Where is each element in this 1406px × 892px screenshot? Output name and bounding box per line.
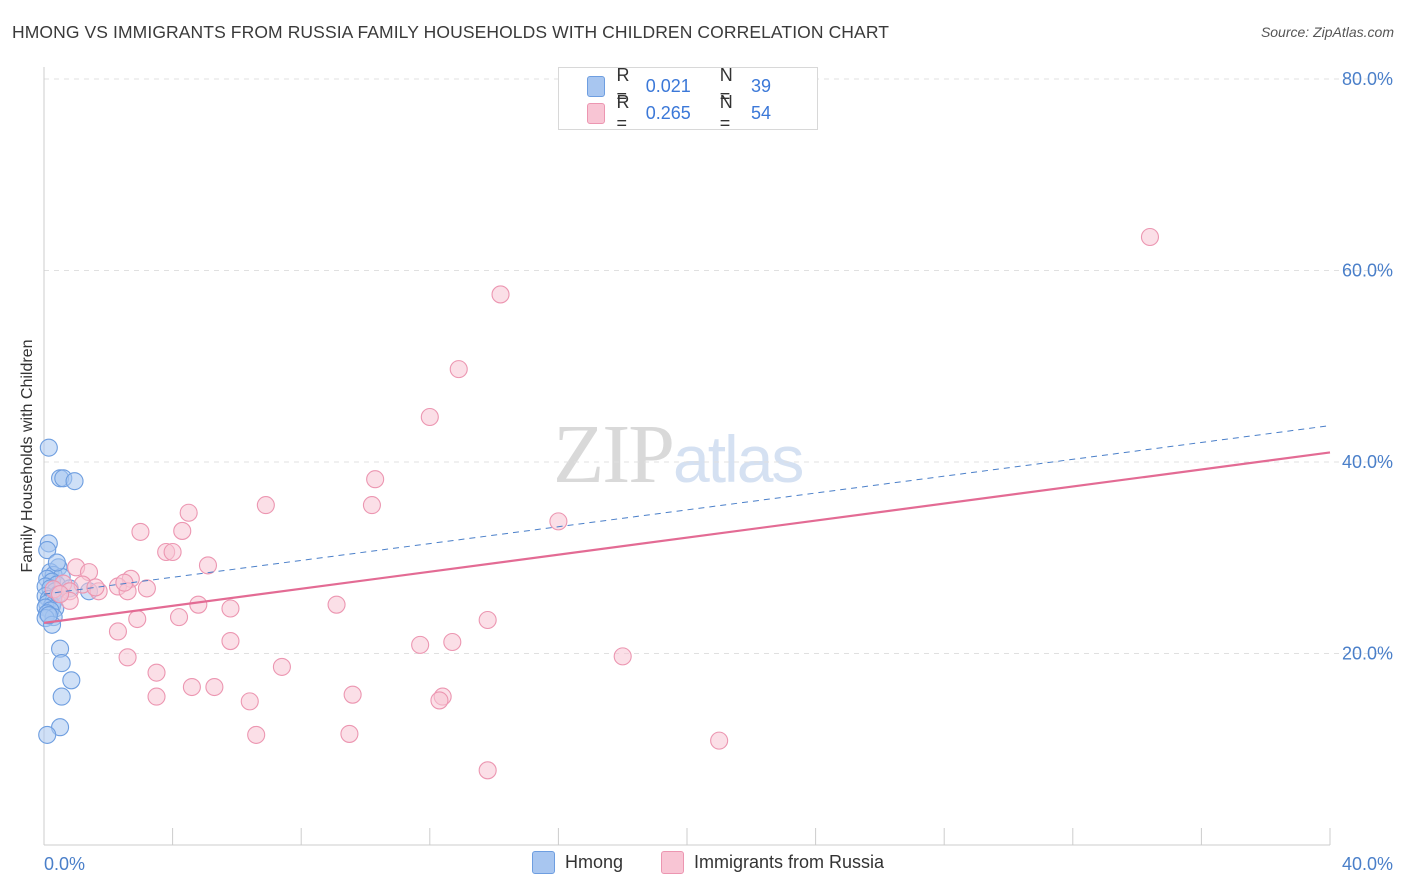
- y-tick-label: 80.0%: [1342, 69, 1393, 89]
- series-label-hmong: Hmong: [565, 852, 624, 872]
- y-tick-label: 20.0%: [1342, 644, 1393, 664]
- legend-n-value: 54: [751, 102, 772, 123]
- hmong-point: [38, 541, 57, 560]
- watermark-atlas: atlas: [673, 422, 804, 496]
- russia-point: [549, 512, 568, 531]
- russia-point: [613, 647, 632, 666]
- legend-row-russia: R = 0.265 N = 54: [587, 92, 817, 133]
- legend-n-value: 39: [751, 75, 772, 96]
- legend-row-hmong: R = 0.021 N = 39: [587, 65, 817, 106]
- series-swatch-hmong: [532, 851, 555, 874]
- hmong-point: [38, 725, 57, 744]
- russia-point: [189, 595, 208, 614]
- russia-point: [366, 470, 385, 489]
- hmong-point: [39, 606, 58, 625]
- russia-point: [221, 632, 240, 651]
- x-tick-label: 40.0%: [1342, 854, 1393, 874]
- russia-point: [131, 522, 150, 541]
- russia-point: [478, 761, 497, 780]
- watermark-zip: ZIP: [553, 408, 675, 501]
- russia-point: [491, 285, 510, 304]
- legend-swatch-hmong: [587, 75, 605, 97]
- russia-point: [182, 677, 201, 697]
- russia-point: [362, 496, 381, 515]
- legend-n-label: N =: [719, 65, 733, 106]
- russia-point: [449, 360, 468, 379]
- legend-r-label: R =: [616, 65, 630, 106]
- russia-point: [147, 687, 166, 706]
- russia-point: [198, 556, 218, 575]
- legend-r-label: R =: [616, 92, 630, 133]
- x-tick-label: 0.0%: [44, 854, 85, 874]
- russia-point: [240, 692, 259, 711]
- hmong-point: [62, 671, 81, 690]
- legend-r-value: 0.021: [645, 75, 691, 96]
- source-label: Source: ZipAtlas.com: [1260, 24, 1394, 40]
- series-label-russia: Immigrants from Russia: [694, 852, 885, 872]
- russia-point: [108, 622, 127, 641]
- russia-point: [147, 663, 166, 682]
- hmong-point: [65, 472, 84, 491]
- russia-trend-line: [43, 451, 1331, 624]
- russia-point: [128, 609, 147, 629]
- hmong-point: [47, 553, 66, 572]
- stats-legend: R = 0.021 N = 39 R = 0.265 N = 54: [558, 65, 818, 133]
- russia-point: [221, 599, 240, 618]
- russia-point: [86, 578, 105, 597]
- russia-point: [272, 657, 291, 676]
- russia-point: [115, 573, 134, 592]
- russia-point: [137, 579, 156, 598]
- russia-point: [430, 691, 449, 710]
- hmong-point: [52, 687, 71, 706]
- russia-point: [340, 724, 359, 743]
- russia-point: [420, 407, 439, 427]
- russia-point: [710, 731, 729, 750]
- russia-point: [173, 521, 192, 540]
- hmong-point: [52, 654, 71, 673]
- series-legend-hmong[interactable]: Hmong: [532, 851, 623, 874]
- y-tick-label: 40.0%: [1342, 452, 1393, 472]
- russia-point: [443, 632, 462, 652]
- russia-point: [51, 585, 70, 604]
- series-swatch-russia: [661, 851, 684, 874]
- russia-point: [343, 685, 362, 704]
- legend-swatch-russia: [587, 102, 605, 124]
- russia-point: [205, 677, 224, 697]
- watermark: ZIPatlas: [553, 405, 804, 503]
- chart-title: HMONG VS IMMIGRANTS FROM RUSSIA FAMILY H…: [12, 22, 890, 42]
- russia-point: [118, 648, 137, 667]
- russia-point: [179, 503, 198, 522]
- russia-point: [247, 725, 266, 744]
- series-legend-russia[interactable]: Immigrants from Russia: [661, 851, 884, 874]
- russia-point: [1140, 227, 1160, 247]
- legend-r-value: 0.265: [645, 102, 691, 123]
- hmong-point: [39, 438, 58, 457]
- russia-point: [327, 595, 346, 614]
- russia-point: [256, 496, 275, 515]
- russia-point: [163, 542, 182, 562]
- russia-point: [169, 608, 189, 627]
- russia-point: [478, 610, 497, 630]
- y-tick-label: 60.0%: [1342, 261, 1393, 281]
- legend-n-label: N =: [719, 92, 733, 133]
- russia-point: [411, 635, 430, 654]
- hmong-trend-line: [43, 425, 1331, 595]
